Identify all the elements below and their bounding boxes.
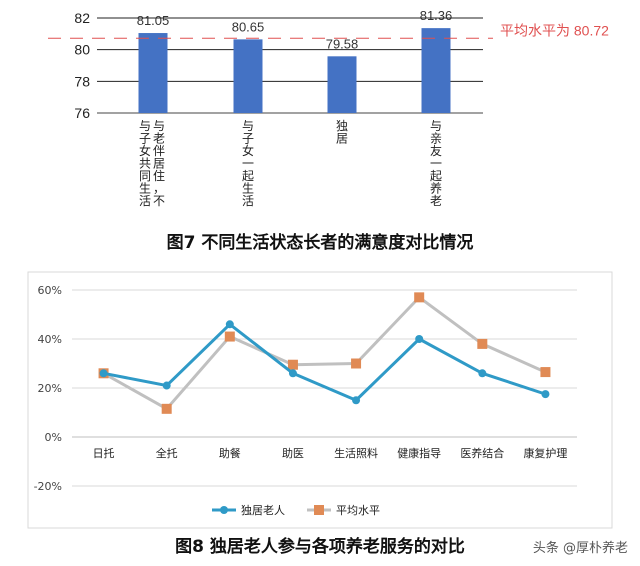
line-y-tick-label: -20%	[34, 480, 62, 493]
bar-category-char: 居	[153, 157, 165, 171]
line-category-label: 全托	[156, 446, 178, 460]
data-point-living-alone	[162, 381, 171, 390]
line-y-tick-label: 40%	[38, 333, 62, 346]
line-category-label: 康复护理	[523, 446, 567, 460]
bar-category-char: 老	[153, 132, 165, 146]
line-chart-gridlines	[72, 289, 577, 487]
data-point-average	[477, 338, 488, 349]
line-category-label: 健康指导	[397, 446, 441, 460]
line-y-tick-label: 60%	[38, 284, 62, 297]
line-chart-category-labels: 日托 全托 助餐 助医 生活照料 健康指导 医养结合 康复护理	[93, 446, 568, 460]
line-category-label: 日托	[93, 446, 115, 460]
bar-category-char: 与	[153, 119, 165, 133]
chart2-title: 图8 独居老人参与各项养老服务的对比	[175, 536, 465, 557]
bar-category-char: 同	[139, 169, 151, 183]
data-point-living-alone	[478, 369, 487, 378]
bar-category-char: 一	[242, 157, 254, 171]
bar-category-char: 起	[430, 169, 442, 183]
bar-category-char: 与	[430, 119, 442, 133]
data-point-living-alone	[541, 390, 550, 399]
data-point-average	[414, 292, 425, 303]
bar-category-char: 活	[242, 194, 254, 208]
bar	[421, 28, 451, 114]
bar-category-char: ，	[153, 182, 165, 196]
bar-value-label: 80.65	[232, 19, 265, 34]
bar-y-tick-label: 78	[74, 73, 90, 89]
data-point-living-alone	[288, 369, 297, 378]
watermark: 头条 @厚朴养老	[533, 540, 628, 556]
bar-category-char: 女	[139, 143, 151, 158]
line-chart-y-ticks: -20% 0% 20% 40% 60%	[34, 284, 62, 493]
series-line-living-alone	[103, 322, 546, 402]
legend-marker-average	[314, 505, 324, 515]
legend-marker-living-alone	[220, 506, 228, 514]
bar-chart: 76 78 80 82 平均水平为 80.72 81.05 80.65 79.58 81.3…	[48, 8, 609, 253]
legend: 独居老人 平均水平	[212, 504, 380, 517]
bar-category-char: 生	[242, 182, 254, 196]
bar-category-char: 不	[153, 194, 165, 208]
bar-category-char: 与	[242, 119, 254, 133]
bar-category-char: 独	[336, 119, 348, 133]
bar-value-label: 81.36	[420, 8, 453, 23]
chart1-title: 图7 不同生活状态长者的满意度对比情况	[167, 232, 474, 253]
data-point-living-alone	[99, 369, 108, 378]
line-y-tick-label: 20%	[38, 382, 62, 395]
line-chart: -20% 0% 20% 40% 60% 日托 全托 助餐 助医 生活照料 健康指导 医养结合 康复护理…	[27, 271, 613, 557]
bar-category-char: 生	[139, 182, 151, 196]
line-category-label: 助餐	[219, 446, 241, 460]
average-label: 平均水平为 80.72	[500, 22, 609, 38]
line-category-label: 生活照料	[334, 446, 378, 460]
bar-category-char: 共	[139, 157, 151, 171]
bar-category-char: 友	[430, 144, 442, 158]
bar-chart-bars	[138, 28, 451, 114]
bar-category-label: 与亲友一起养老与亲友一起养老	[430, 119, 442, 208]
line-category-label: 助医	[282, 446, 304, 460]
data-point-average	[351, 358, 362, 369]
data-point-living-alone	[225, 320, 234, 329]
bar-category-char: 养	[430, 181, 442, 196]
bar	[327, 56, 357, 113]
bar-category-label: 独居独居	[336, 119, 348, 146]
bar-category-char: 住	[153, 169, 165, 183]
bar-category-char: 子	[139, 132, 151, 146]
bar-y-tick-label: 76	[74, 105, 90, 121]
data-point-living-alone	[415, 335, 424, 343]
bar-value-label: 79.58	[326, 36, 359, 51]
bar-y-tick-label: 80	[74, 42, 90, 58]
line-chart-series	[98, 292, 551, 414]
bar-category-char: 亲	[430, 132, 442, 146]
data-point-average	[161, 403, 172, 414]
line-chart-frame	[27, 271, 613, 529]
data-point-average	[224, 331, 235, 342]
bar-category-label: 与子女一起生活与子女一起生活	[242, 119, 254, 208]
bar-category-char: 女	[242, 143, 254, 158]
bar-value-labels: 81.05 80.65 79.58 81.36	[137, 8, 453, 51]
bar	[233, 39, 263, 113]
bar-category-char: 伴	[153, 144, 165, 158]
data-point-average	[287, 359, 298, 370]
bar-category-char: 与	[139, 119, 151, 133]
bar-y-tick-label: 82	[74, 10, 90, 26]
line-category-label: 医养结合	[460, 446, 504, 460]
bar-category-char: 居	[336, 132, 348, 146]
series-line-average	[102, 295, 547, 411]
bar	[138, 33, 168, 113]
data-point-living-alone	[352, 396, 361, 405]
data-point-average	[540, 367, 551, 378]
legend-label: 独居老人	[241, 504, 285, 517]
bar-category-labels: 与老伴居住，不与子女共同生活与老伴居住，不与子女共同生活与子女一起生活与子女一起…	[139, 119, 442, 208]
bar-category-char: 起	[242, 169, 254, 183]
bar-category-char: 子	[242, 132, 254, 146]
bar-chart-y-ticks: 76 78 80 82	[74, 10, 90, 121]
bar-category-char: 一	[430, 157, 442, 171]
bar-value-label: 81.05	[137, 13, 170, 28]
bar-category-char: 活	[139, 194, 151, 208]
legend-label: 平均水平	[336, 504, 380, 517]
bar-category-char: 老	[430, 194, 442, 208]
line-y-tick-label: 0%	[45, 431, 62, 444]
